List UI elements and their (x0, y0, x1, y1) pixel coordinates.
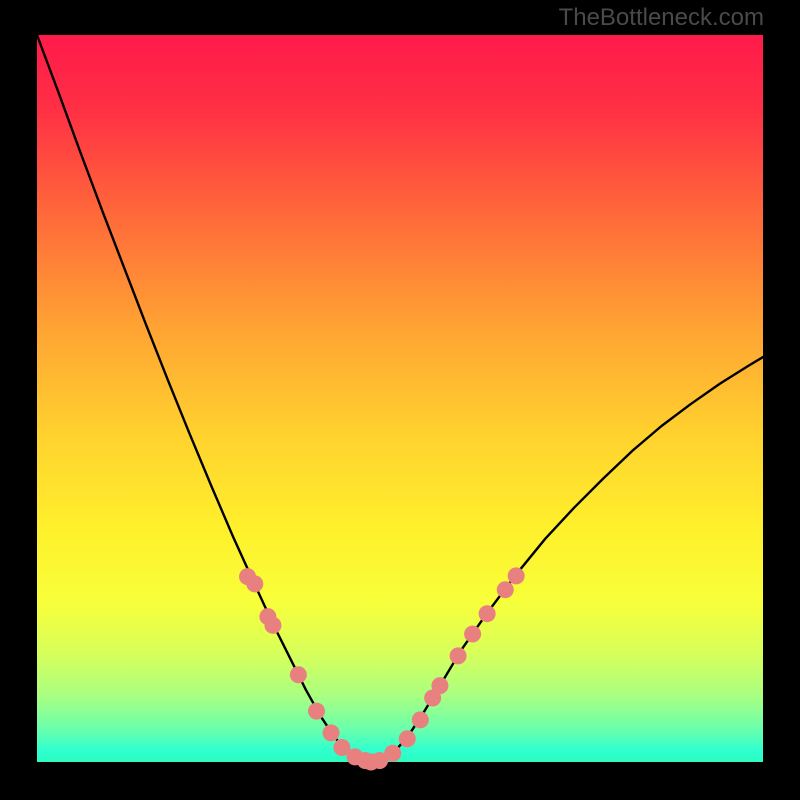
marker-point (464, 626, 481, 643)
markers-layer (0, 0, 800, 800)
marker-point (290, 666, 307, 683)
marker-point (308, 703, 325, 720)
marker-point (508, 567, 525, 584)
marker-point (431, 677, 448, 694)
marker-point (497, 581, 514, 598)
marker-point (479, 605, 496, 622)
marker-point (412, 711, 429, 728)
marker-point (399, 730, 416, 747)
marker-point (323, 724, 340, 741)
marker-point (450, 647, 467, 664)
marker-point (264, 617, 281, 634)
marker-point (246, 575, 263, 592)
marker-point (384, 745, 401, 762)
watermark-text: TheBottleneck.com (559, 4, 764, 32)
